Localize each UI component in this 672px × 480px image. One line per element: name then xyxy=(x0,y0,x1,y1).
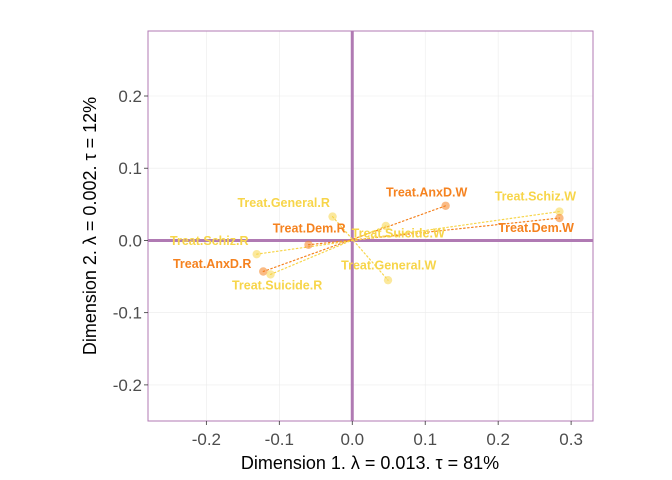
label-treat-general-r: Treat.General.R xyxy=(237,196,329,210)
connector-lines xyxy=(256,205,561,281)
point-treat-anxd-w xyxy=(441,201,450,210)
label-treat-schiz-r: Treat.Schiz.R xyxy=(170,234,249,248)
connector-treat-dem-r xyxy=(307,217,561,246)
point-labels: Treat.AnxD.W Treat.Schiz.W Treat.Dem.W Trea… xyxy=(170,185,576,292)
point-treat-suicide-w xyxy=(381,221,391,231)
x-tick-label: 0.3 xyxy=(559,430,583,449)
connector-treat-anxd-r xyxy=(262,205,447,273)
y-tick-label: 0.1 xyxy=(118,159,142,178)
point-treat-dem-w xyxy=(555,213,564,223)
label-treat-suicide-r: Treat.Suicide.R xyxy=(232,279,322,293)
x-tick-label: -0.2 xyxy=(192,430,221,449)
point-treat-general-r xyxy=(328,212,337,221)
x-tick-label: 0.2 xyxy=(486,430,510,449)
point-treat-dem-r xyxy=(304,240,313,249)
point-treat-general-w xyxy=(383,275,393,285)
label-treat-dem-w: Treat.Dem.W xyxy=(498,221,574,235)
point-treat-schiz-r xyxy=(252,249,261,259)
x-tick-label: 0.0 xyxy=(340,430,364,449)
connector-treat-suicide-r xyxy=(269,225,387,275)
point-treat-anxd-r xyxy=(259,267,268,276)
y-tick-label: -0.2 xyxy=(113,376,142,395)
label-treat-dem-r: Treat.Dem.R xyxy=(273,222,346,236)
connector-treat-schiz-r xyxy=(256,210,561,255)
data-points xyxy=(252,201,564,285)
label-treat-suicide-w: Treat.Suicide.W xyxy=(352,227,445,241)
y-tick-label: -0.1 xyxy=(113,304,142,323)
point-treat-suicide-r xyxy=(266,270,275,279)
x-axis-title: Dimension 1. λ = 0.013. τ = 81% xyxy=(241,453,499,473)
point-treat-schiz-w xyxy=(555,207,564,216)
y-tick-label: 0.2 xyxy=(118,87,142,106)
x-tick-label: 0.1 xyxy=(413,430,437,449)
panel-border xyxy=(147,30,594,422)
y-tick-label: 0.0 xyxy=(118,231,142,250)
x-axis-ticks: -0.2 -0.1 0.0 0.1 0.2 0.3 xyxy=(192,421,583,449)
zero-lines xyxy=(148,31,593,421)
y-axis-title: Dimension 2. λ = 0.002. τ = 12% xyxy=(80,97,100,355)
connector-treat-general-r xyxy=(331,216,389,281)
label-treat-schiz-w: Treat.Schiz.W xyxy=(495,190,576,204)
label-treat-general-w: Treat.General.W xyxy=(341,258,436,272)
y-axis-ticks: -0.2 -0.1 0.0 0.1 0.2 xyxy=(113,87,148,395)
label-treat-anxd-r: Treat.AnxD.R xyxy=(173,257,252,271)
label-treat-anxd-w: Treat.AnxD.W xyxy=(386,185,467,199)
x-tick-label: -0.1 xyxy=(265,430,294,449)
